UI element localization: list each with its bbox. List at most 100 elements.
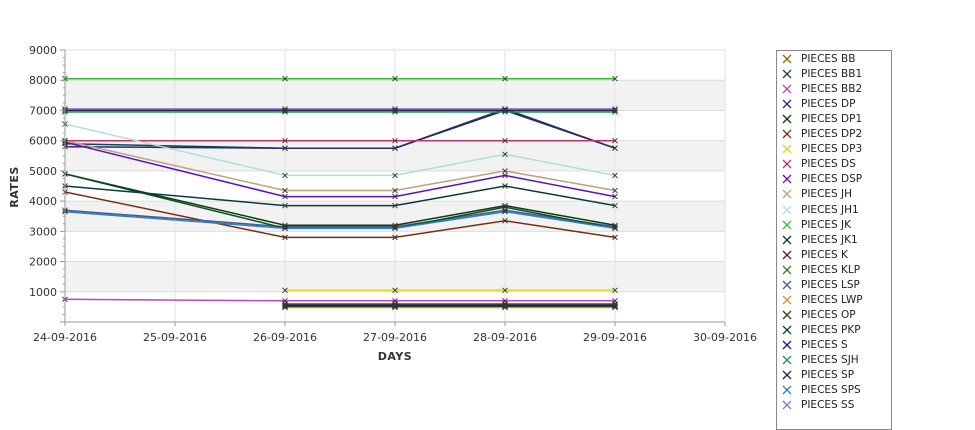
data-point [282,193,288,200]
y-axis-label: RATES [8,166,21,208]
legend-swatch [782,205,792,214]
legend-swatch [782,295,792,305]
axes [60,49,726,326]
legend-item: PIECES JK [777,218,891,232]
legend-swatch [782,144,792,154]
legend-swatch [782,385,792,395]
x-axis-label: DAYS [378,350,412,363]
x-tick-label: 24-09-2016 [33,331,97,344]
data-point [612,137,618,144]
legend-item: PIECES BB2 [777,82,891,96]
legend-label: PIECES BB1 [801,68,863,81]
data-point [392,137,398,144]
data-point [392,234,398,241]
data-point [612,287,618,294]
legend-label: PIECES DSP [801,173,863,186]
data-point [282,187,288,194]
legend-label: PIECES S [801,338,848,351]
legend-label: PIECES LSP [801,278,860,291]
data-point [502,107,508,114]
legend-item: PIECES K [777,248,891,262]
legend-label: PIECES BB [801,53,856,65]
legend-label: PIECES KLP [801,263,861,276]
y-axis-ticks: 1000 2000 3000 4000 5000 6000 7000 8000 9000 [29,44,57,299]
legend-label: PIECES JK [801,218,852,231]
y-tick-label: 6000 [29,135,57,148]
line-chart: 1000 2000 3000 4000 5000 6000 7000 8000 9000 24-… [8,44,757,363]
data-point [612,106,618,112]
data-point [282,106,288,112]
data-point [502,168,508,174]
data-point [502,208,508,215]
legend-item: PIECES SP [777,368,891,382]
data-point [502,217,508,224]
data-point [282,75,288,82]
data-point [392,225,398,232]
data-point [612,234,618,241]
data-point [502,202,508,209]
legend-item: PIECES DP [777,97,891,111]
data-point [502,303,508,310]
data-point [612,202,618,209]
legend-swatch [782,355,792,365]
data-point [282,172,288,179]
legend-label: PIECES SPS [801,384,861,397]
legend-item: PIECES JK1 [777,233,891,247]
legend-swatch [782,84,792,94]
data-point [392,172,398,179]
legend-item: PIECES LWP [777,293,891,307]
data-point [282,303,288,310]
x-axis-ticks: 24-09-2016 25-09-2016 26-09-2016 27-09-2016… [33,331,757,344]
data-point [392,145,398,152]
legend-swatch [782,280,792,290]
data-point [612,145,618,152]
legend-label: PIECES PKP [801,323,861,336]
legend-label: PIECES DP3 [801,143,863,156]
data-point [392,75,398,82]
y-tick-label: 5000 [29,165,57,178]
legend-item: PIECES DP2 [777,127,891,141]
legend-item: PIECES SS [777,398,891,412]
data-point [612,304,618,311]
legend-item: PIECES PKP [777,323,891,337]
data-point [612,302,618,308]
data-point [502,137,508,144]
legend-label: PIECES SS [801,399,855,412]
legend-label: PIECES JK1 [801,233,858,246]
legend-label: PIECES SP [801,369,855,382]
legend-item: PIECES DP1 [777,112,891,126]
legend-item: PIECES S [777,338,891,352]
data-point [282,137,288,144]
legend-swatch [782,129,792,139]
data-point [392,202,398,209]
legend-label: PIECES DP2 [801,128,863,141]
data-point [392,287,398,294]
data-point [392,107,398,114]
legend-item: PIECES DP3 [777,142,891,156]
x-tick-label: 25-09-2016 [143,331,207,344]
legend-item: PIECES DS [777,157,891,171]
data-point [502,106,508,112]
y-tick-label: 2000 [29,256,57,269]
legend-label: PIECES DP1 [801,113,863,126]
legend-item: PIECES LSP [777,278,891,292]
legend-swatch [782,114,792,124]
legend-swatch [782,159,792,169]
legend-label: PIECES JH [801,188,853,201]
legend-swatch [782,99,792,109]
legend-item: PIECES JH1 [777,203,891,217]
legend-swatch [782,220,792,230]
y-tick-label: 9000 [29,44,57,57]
legend-item: PIECES KLP [777,263,891,277]
data-point [282,287,288,294]
chart-legend: PIECES BB PIECES BB1 PIECES BB2 PIECES DP PI… [776,50,892,430]
data-point [392,223,398,230]
legend-item: PIECES BB [777,52,891,66]
data-point [392,187,398,194]
data-point [612,303,618,310]
data-point [502,75,508,82]
legend-swatch [782,235,792,245]
legend-item: PIECES SJH [777,353,891,367]
data-point [282,223,288,230]
data-point [502,302,508,308]
